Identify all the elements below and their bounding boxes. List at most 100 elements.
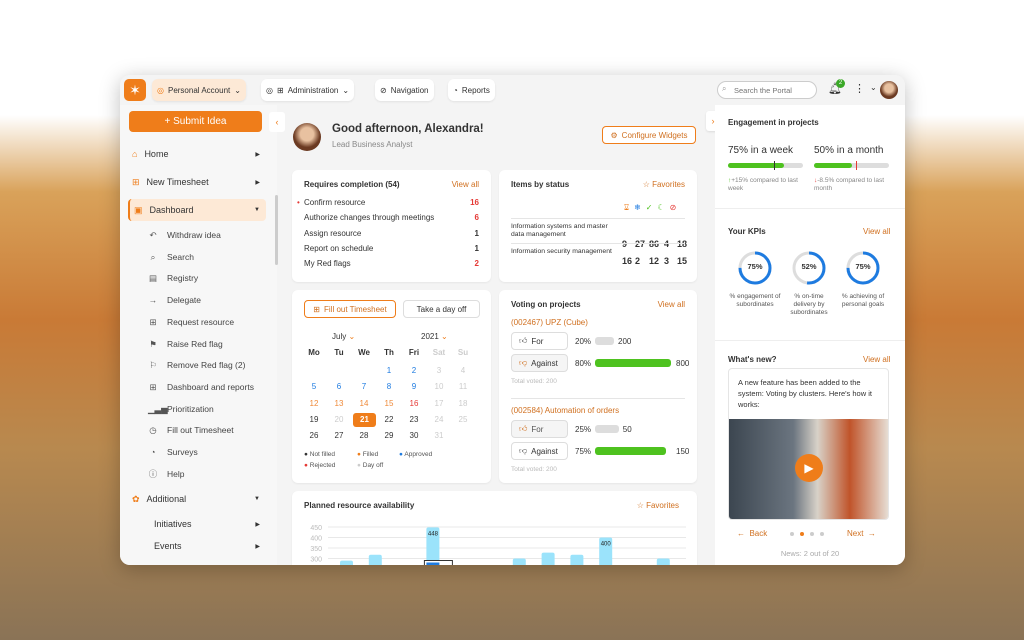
calendar-day[interactable]: 1 [386, 366, 392, 375]
administration-menu[interactable]: ◎ ⊞ Administration ⌄ [261, 79, 355, 101]
favorites-link[interactable]: ☆ Favorites [642, 180, 685, 189]
vote-against-button[interactable]: 👎︎ Against [511, 442, 568, 460]
vote-for-button[interactable]: 👍︎ For [511, 332, 568, 350]
view-all-link[interactable]: View all [451, 180, 479, 189]
flag-outline-icon: ⚐ [149, 360, 157, 371]
calendar-day[interactable]: 18 [458, 398, 468, 408]
sidebar-subitem[interactable]: ⚑ Raise Red flag [149, 338, 223, 349]
reports-button[interactable]: ◔ Reports [448, 79, 495, 101]
next-button[interactable]: Next → [847, 529, 876, 538]
calendar-day[interactable]: 7 [361, 382, 367, 392]
take-day-off-button[interactable]: Take a day off [403, 300, 480, 318]
sidebar-subitem[interactable]: ◷ Fill out Timesheet [149, 425, 234, 436]
vote-against-button[interactable]: 👎︎ Against [511, 354, 568, 372]
list-item[interactable]: Report on schedule 1 [304, 243, 479, 253]
list-item[interactable]: • Confirm resource 16 [297, 198, 479, 207]
calendar-day[interactable]: 24 [434, 414, 444, 424]
sidebar-subitem[interactable]: ⓘ Help [148, 468, 185, 479]
calendar-day[interactable]: 31 [434, 431, 444, 441]
search-input[interactable] [717, 81, 817, 99]
sidebar-item-initiatives[interactable]: Initiatives ▶ [154, 519, 260, 529]
sidebar-subitem[interactable]: → Delegate [148, 295, 202, 306]
collapse-sidebar-button[interactable]: ‹ [269, 112, 285, 132]
list-item[interactable]: Assign resource 1 [304, 228, 479, 238]
calendar-day[interactable]: 4 [460, 366, 466, 375]
sidebar-subitem[interactable]: ▤ Registry [148, 273, 199, 284]
scrollbar[interactable] [275, 195, 278, 265]
more-icon[interactable]: ⋮ [854, 83, 865, 95]
calendar-day[interactable]: 8 [386, 382, 392, 392]
calendar-day[interactable]: 6 [336, 382, 342, 392]
sidebar-subitem[interactable]: ⊞ Dashboard and reports [149, 381, 254, 392]
sidebar-subitem[interactable]: ▁▃▅ Prioritization [148, 403, 214, 414]
sidebar-item-dashboard[interactable]: ▣ Dashboard ▼ [128, 199, 266, 221]
fill-timesheet-button[interactable]: ⊞ Fill out Timesheet [304, 300, 396, 318]
list-item[interactable]: My Red flags 2 [304, 259, 479, 269]
view-all-link[interactable]: View all [657, 300, 685, 309]
view-all-link[interactable]: View all [863, 227, 891, 236]
snowflake-icon: ❄ [634, 203, 646, 212]
month-select[interactable]: July ⌄ [332, 332, 356, 341]
sidebar-item-events[interactable]: Events ▶ [154, 541, 260, 551]
engagement-title: Engagement in projects [728, 118, 819, 127]
list-item[interactable]: Authorize changes through meetings 6 [304, 213, 479, 223]
chevron-down-icon[interactable]: ⌄ [870, 83, 877, 92]
calendar-day[interactable]: 3 [436, 366, 442, 375]
calendar-day[interactable]: 30 [409, 431, 419, 441]
vote-for-button[interactable]: 👍︎ For [511, 420, 568, 438]
calendar-day[interactable]: 20 [334, 414, 344, 424]
calendar-day[interactable]: 9 [411, 382, 417, 392]
kpi-label: % on-time delivery by subordinates [790, 293, 828, 316]
right-panel: Engagement in projects 75% in a week 50%… [715, 105, 905, 565]
table-row[interactable]: Information security management 16 2 12 3 15 [511, 243, 687, 268]
pagination-dots[interactable] [790, 532, 824, 536]
project-name[interactable]: (002467) UPZ (Cube) [511, 318, 588, 327]
avatar[interactable] [880, 81, 898, 99]
sidebar-item-new-timesheet[interactable]: ⊞ New Timesheet ▶ [132, 176, 260, 188]
view-all-link[interactable]: View all [863, 355, 891, 364]
favorites-link[interactable]: ☆ Favorites [636, 501, 679, 510]
calendar-day[interactable]: 28 [359, 431, 369, 441]
y-tick-label: 450 [310, 525, 322, 532]
play-icon[interactable]: ▶ [795, 454, 823, 482]
project-name[interactable]: (002584) Automation of orders [511, 406, 620, 415]
calendar-day[interactable]: 5 [311, 382, 317, 392]
back-button[interactable]: ← Back [737, 529, 768, 538]
month-change: ↓-8.5% compared to last month [814, 177, 885, 192]
calendar-day[interactable]: 14 [359, 398, 369, 408]
calendar-day[interactable]: 27 [334, 431, 344, 441]
calendar-day[interactable]: 13 [334, 398, 344, 408]
calendar-day[interactable]: 25 [458, 414, 468, 424]
calendar-day[interactable]: 16 [409, 398, 419, 408]
calendar-day[interactable]: 19 [309, 414, 319, 424]
sidebar-subitem[interactable]: ⌕ Search [148, 252, 194, 263]
calendar-day[interactable]: 10 [434, 382, 444, 392]
calendar-day[interactable]: 15 [384, 398, 394, 408]
calendar-day[interactable]: 12 [309, 398, 319, 408]
table-row[interactable]: Information systems and master data mana… [511, 218, 687, 249]
sidebar-item-home[interactable]: ⌂ Home ▶ [132, 149, 260, 159]
sidebar-item-additional[interactable]: ✿ Additional ▼ [132, 493, 260, 505]
sidebar-subitem[interactable]: ⚐ Remove Red flag (2) [149, 360, 246, 371]
calendar-day[interactable]: 29 [384, 431, 394, 441]
year-select[interactable]: 2021 ⌄ [421, 332, 448, 341]
calendar-day[interactable]: 2 [411, 366, 417, 375]
sidebar-subitem[interactable]: ◔ Surveys [148, 447, 197, 458]
configure-widgets-button[interactable]: ⚙ Configure Widgets [602, 126, 696, 144]
calendar-day[interactable]: 21 [353, 412, 376, 427]
personal-account-menu[interactable]: ◎ Personal Account ⌄ [152, 79, 246, 101]
user-avatar [293, 123, 321, 151]
logo[interactable]: ✶ [124, 79, 146, 101]
sidebar-subitem[interactable]: ↶ Withdraw idea [149, 230, 221, 240]
navigation-button[interactable]: ⊘ Navigation [375, 79, 434, 101]
weekday-label: We [358, 348, 370, 357]
calendar-day[interactable]: 22 [384, 414, 394, 424]
calendar-day[interactable]: 11 [458, 382, 468, 392]
calendar-day[interactable]: 26 [309, 431, 319, 441]
user-icon: ◎ [266, 85, 273, 95]
submit-idea-button[interactable]: + Submit Idea [129, 111, 262, 132]
sidebar-subitem[interactable]: ⊞ Request resource [149, 316, 235, 327]
calendar-day[interactable]: 17 [434, 398, 444, 408]
kpi-ring [738, 251, 772, 285]
calendar-day[interactable]: 23 [409, 414, 419, 424]
